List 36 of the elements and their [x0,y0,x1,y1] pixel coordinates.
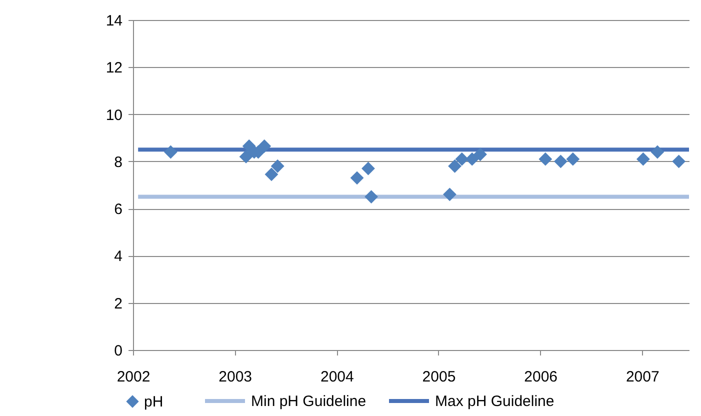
x-tick-label: 2007 [626,368,660,386]
legend-label: pH [144,394,164,410]
point [448,159,462,173]
point [650,145,664,159]
x-tick-label: 2006 [524,368,558,386]
point [364,190,378,204]
point [362,162,375,176]
y-tick-label: 10 [106,106,122,124]
legend-label: Min pH Guideline [251,393,366,410]
point [264,168,278,182]
point [239,150,253,164]
point [474,148,487,162]
y-tick-label: 0 [114,342,122,360]
y-tick-label: 14 [106,12,122,30]
x-tick-label: 2005 [422,368,456,386]
x-tick-label: 2004 [320,368,354,386]
point [538,152,552,166]
y-tick-label: 6 [114,201,122,218]
x-tick-label: 2002 [116,368,150,386]
point [442,188,456,202]
point [350,171,364,185]
point [270,159,284,173]
point [636,152,650,166]
point [465,152,479,166]
y-tick-label: 12 [106,60,122,77]
point [554,154,568,168]
point [455,152,469,166]
y-tick-label: 2 [114,295,122,312]
point [164,145,178,159]
point [672,154,686,168]
point [566,152,580,166]
y-tick-label: 8 [114,154,122,171]
y-tick-label: 4 [114,248,122,266]
point [258,139,272,153]
x-tick-label: 2003 [218,368,252,386]
legend-label: Max pH Guideline [435,393,554,410]
